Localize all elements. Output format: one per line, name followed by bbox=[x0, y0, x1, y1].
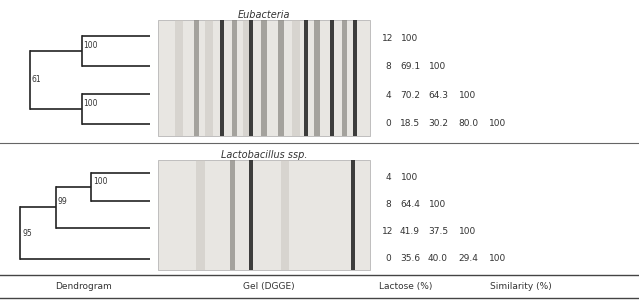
Text: 18.5: 18.5 bbox=[400, 119, 420, 128]
Text: Lactose (%): Lactose (%) bbox=[379, 282, 433, 291]
Text: 12: 12 bbox=[382, 34, 394, 43]
Text: 41.9: 41.9 bbox=[400, 227, 420, 236]
Text: 100: 100 bbox=[459, 91, 477, 100]
Bar bbox=[158, 160, 370, 270]
Bar bbox=[279, 20, 284, 136]
Text: 69.1: 69.1 bbox=[400, 62, 420, 71]
Text: 64.4: 64.4 bbox=[400, 200, 420, 209]
Bar bbox=[261, 20, 266, 136]
Text: 29.4: 29.4 bbox=[458, 254, 478, 263]
Bar bbox=[291, 20, 300, 136]
Text: 100: 100 bbox=[84, 99, 98, 108]
Text: 12: 12 bbox=[382, 227, 394, 236]
Text: 64.3: 64.3 bbox=[428, 91, 448, 100]
Text: 37.5: 37.5 bbox=[428, 227, 448, 236]
Bar bbox=[158, 20, 370, 136]
Text: 100: 100 bbox=[93, 177, 107, 186]
Text: 70.2: 70.2 bbox=[400, 91, 420, 100]
Text: Gel (DGGE): Gel (DGGE) bbox=[243, 282, 294, 291]
Bar bbox=[232, 20, 237, 136]
Text: 0: 0 bbox=[385, 254, 391, 263]
Text: Eubacteria: Eubacteria bbox=[238, 10, 290, 20]
Text: 61: 61 bbox=[31, 76, 41, 85]
Bar bbox=[175, 20, 183, 136]
Bar bbox=[249, 20, 253, 136]
Bar bbox=[194, 20, 199, 136]
Bar bbox=[196, 160, 204, 270]
Bar bbox=[330, 20, 334, 136]
Text: 4: 4 bbox=[385, 173, 391, 182]
Text: 95: 95 bbox=[22, 229, 32, 238]
Text: 0: 0 bbox=[385, 119, 391, 128]
Bar bbox=[243, 20, 251, 136]
Bar bbox=[314, 20, 320, 136]
Bar bbox=[351, 160, 355, 270]
Text: 40.0: 40.0 bbox=[428, 254, 448, 263]
Text: 35.6: 35.6 bbox=[400, 254, 420, 263]
Bar bbox=[220, 20, 224, 136]
Text: 100: 100 bbox=[489, 119, 507, 128]
Text: 100: 100 bbox=[429, 200, 447, 209]
Bar bbox=[281, 160, 289, 270]
Bar bbox=[229, 160, 235, 270]
Text: 100: 100 bbox=[459, 227, 477, 236]
Bar bbox=[305, 20, 308, 136]
Text: 30.2: 30.2 bbox=[428, 119, 448, 128]
Text: 100: 100 bbox=[429, 62, 447, 71]
Text: 100: 100 bbox=[401, 173, 419, 182]
Text: Dendrogram: Dendrogram bbox=[55, 282, 111, 291]
Bar bbox=[342, 20, 347, 136]
Text: 100: 100 bbox=[84, 41, 98, 50]
Text: 100: 100 bbox=[401, 34, 419, 43]
Bar bbox=[204, 20, 213, 136]
Text: Lactobacillus ssp.: Lactobacillus ssp. bbox=[220, 150, 307, 160]
Bar bbox=[353, 20, 357, 136]
Text: 8: 8 bbox=[385, 200, 391, 209]
Bar bbox=[249, 160, 253, 270]
Text: 99: 99 bbox=[58, 197, 67, 206]
Text: 4: 4 bbox=[385, 91, 391, 100]
Text: 8: 8 bbox=[385, 62, 391, 71]
Text: Similarity (%): Similarity (%) bbox=[490, 282, 551, 291]
Text: 100: 100 bbox=[489, 254, 507, 263]
Text: 80.0: 80.0 bbox=[458, 119, 478, 128]
